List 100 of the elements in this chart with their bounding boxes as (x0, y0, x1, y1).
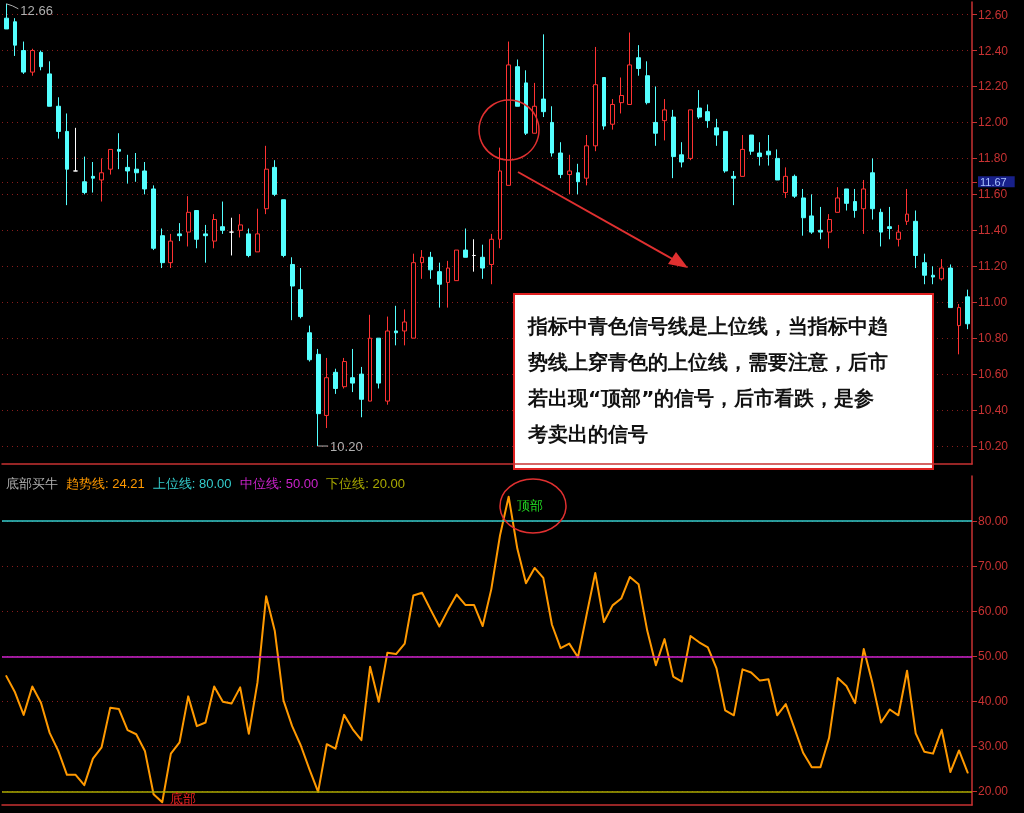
candlestick (272, 159, 277, 197)
candlestick (255, 208, 260, 253)
candlestick (558, 141, 563, 179)
y-tick-label: 80.00 (978, 514, 1009, 529)
candlestick (108, 148, 113, 176)
candlestick (117, 132, 121, 170)
candlestick (905, 188, 909, 226)
y-tick-label: 11.40 (978, 223, 1008, 238)
ref-line-label: 中位线: 50.00 (239, 476, 319, 491)
candlestick (679, 141, 684, 168)
candlestick (463, 228, 468, 258)
candlestick (91, 161, 95, 194)
candlestick (359, 366, 364, 418)
candlestick (307, 325, 312, 363)
candlestick (13, 17, 17, 57)
candlestick (316, 348, 321, 447)
candlestick (203, 224, 208, 264)
annotation: 10.20 (330, 439, 363, 455)
candlestick (168, 233, 173, 269)
candlestick (65, 112, 69, 206)
candlestick (645, 60, 650, 105)
y-tick-label: 10.20 (978, 439, 1009, 454)
candlestick (454, 249, 459, 282)
candlestick (532, 82, 537, 134)
y-tick-label: 12.20 (978, 79, 1009, 94)
candlestick (809, 193, 814, 235)
candlestick (731, 170, 736, 206)
candlestick (931, 265, 935, 285)
candlestick (82, 156, 87, 195)
candlestick (47, 60, 52, 107)
candlestick (385, 316, 390, 406)
candlestick (879, 208, 883, 247)
candlestick (913, 210, 918, 269)
y-tick-label: 11.20 (978, 259, 1008, 274)
candlestick (281, 199, 286, 258)
candlestick (160, 228, 165, 269)
candlestick (264, 145, 269, 215)
candlestick (186, 195, 191, 247)
candlestick (151, 184, 156, 251)
candlestick (125, 154, 130, 185)
y-tick-label: 10.80 (978, 331, 1009, 346)
candlestick (524, 69, 528, 136)
candlestick (714, 118, 719, 147)
candlestick (705, 103, 710, 129)
candlestick (21, 41, 26, 75)
candlestick (376, 337, 381, 389)
candlestick (957, 303, 961, 355)
candlestick (472, 238, 476, 273)
y-tick-label: 10.60 (978, 367, 1009, 382)
y-tick-label: 70.00 (978, 559, 1009, 574)
candlestick (948, 263, 953, 309)
y-tick-label: 20.00 (978, 784, 1009, 799)
candlestick (506, 41, 511, 186)
candlestick (402, 308, 407, 346)
y-tick-label: 11.80 (978, 151, 1008, 166)
candlestick (610, 98, 615, 131)
candlestick (298, 267, 303, 319)
y-tick-label: 12.00 (978, 115, 1009, 130)
candlestick (73, 127, 78, 172)
annotation: 12.66 (20, 2, 53, 18)
candlestick (965, 289, 970, 330)
candlestick (368, 314, 372, 402)
y-tick-label: 30.00 (978, 739, 1009, 754)
candlestick (567, 154, 572, 195)
candlestick (844, 188, 849, 212)
candlestick (333, 368, 338, 395)
candlestick (342, 357, 347, 389)
candlestick (922, 253, 927, 285)
candlestick (30, 48, 35, 77)
candlestick (584, 134, 589, 186)
candlestick (515, 59, 520, 107)
candlestick (662, 98, 667, 141)
candlestick (428, 251, 433, 280)
y-tick-label: 10.40 (978, 403, 1009, 418)
candlestick (896, 224, 901, 247)
y-tick-label: 60.00 (978, 604, 1009, 619)
annotation: 顶部 (516, 497, 543, 513)
candlestick (4, 3, 9, 30)
candlestick (697, 89, 702, 120)
candlestick (550, 105, 554, 158)
candlestick (861, 179, 866, 235)
candlestick (576, 163, 580, 195)
candlestick (134, 152, 139, 183)
candlestick (446, 260, 450, 309)
candlestick (541, 33, 546, 118)
ref-line-label: 上位线: 80.00 (152, 476, 232, 491)
candlestick (593, 46, 598, 152)
annotation: 底部 (170, 791, 197, 807)
candlestick (480, 244, 485, 280)
candlestick (194, 210, 199, 249)
candlestick (619, 77, 624, 114)
candlestick (246, 228, 251, 258)
candlestick (775, 148, 780, 181)
annotation: 指标中青色信号线是上位线，当指标中趋势线上穿青色的上位线，需要注意，后市若出现“顶部”的信号，后市看跌，是参考卖出的信号 (527, 314, 888, 446)
candlestick (688, 109, 693, 161)
candlestick (229, 217, 234, 256)
candlestick (801, 188, 806, 237)
candlestick (783, 166, 788, 199)
candlestick (489, 233, 494, 285)
ref-line-label: 下位线: 20.00 (326, 476, 406, 491)
